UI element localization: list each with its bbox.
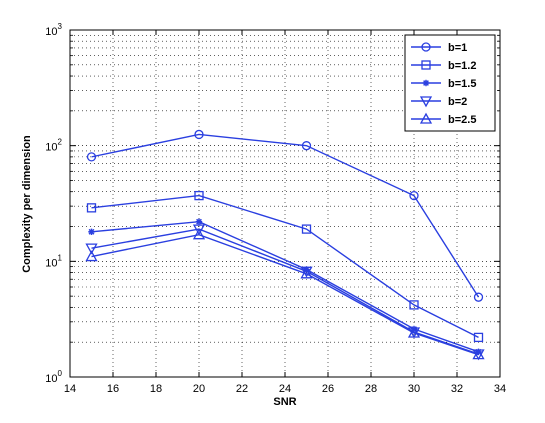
series-b=2.5 (85, 228, 485, 360)
legend: b=1 b=1.2 b=1.5 b=2 b=2.5 (404, 34, 496, 132)
legend-item: b=2.5 (411, 112, 476, 126)
star-stroke (423, 80, 429, 86)
data-point (472, 348, 485, 360)
legend-item: b=1 (411, 42, 467, 54)
x-tick-label: 22 (236, 383, 248, 395)
x-tick-label: 34 (494, 383, 506, 395)
data-point (473, 292, 484, 302)
circle-marker (421, 42, 431, 52)
circle-marker (409, 190, 419, 201)
legend-label: b=2 (448, 96, 467, 108)
legend-label: b=1.2 (448, 60, 476, 72)
x-tick-label: 24 (279, 383, 291, 395)
square-marker (421, 60, 431, 70)
circle-marker (194, 129, 204, 140)
legend-label: b=1.5 (448, 78, 476, 90)
data-point (301, 224, 312, 234)
y-tick-label: 100 (45, 369, 62, 385)
data-point (194, 129, 204, 140)
data-point (194, 190, 204, 201)
x-tick-label: 16 (107, 383, 119, 395)
square-marker (194, 190, 204, 201)
x-tick-label: 28 (365, 383, 377, 395)
star-stroke (88, 228, 95, 235)
series-line (91, 194, 479, 339)
triangle-up-marker (472, 348, 485, 360)
axes: 14 16 18 20 22 24 26 28 30 32 34 100 101 102 103 (45, 22, 506, 395)
data-point (407, 326, 421, 338)
x-tick-label: 32 (451, 383, 463, 395)
star-marker (88, 228, 95, 236)
legend-item: b=2 (411, 96, 467, 108)
square-marker (86, 203, 97, 213)
triangle-up-marker (407, 326, 421, 338)
circle-marker (301, 141, 312, 151)
data-point (86, 203, 97, 213)
data-point (85, 250, 98, 262)
legend-label: b=1 (448, 42, 467, 54)
x-tick-label: 20 (193, 383, 205, 395)
data-point (192, 224, 206, 236)
x-tick-label: 18 (150, 383, 162, 395)
series-b=1 (86, 129, 484, 302)
data-point (195, 218, 203, 225)
star-stroke (196, 218, 202, 225)
data-point (86, 152, 97, 162)
triangle-down-marker (192, 224, 206, 236)
data-point (409, 300, 419, 310)
data-point (300, 266, 313, 278)
square-marker (301, 224, 312, 234)
triangle-up-marker (192, 228, 206, 240)
data-point (409, 190, 419, 201)
y-tick-label: 102 (45, 138, 62, 154)
star-marker (422, 79, 430, 87)
square-marker (473, 332, 484, 343)
data-point (301, 141, 312, 151)
data-point (85, 243, 98, 255)
data-point (300, 267, 313, 279)
series-group (85, 129, 485, 361)
triangle-down-marker (419, 96, 433, 108)
triangle-down-marker (300, 266, 313, 278)
circle-marker (473, 292, 484, 302)
legend-item: b=1.5 (411, 78, 476, 90)
data-point (88, 228, 95, 236)
x-tick-label: 26 (322, 383, 334, 395)
circle-marker (86, 152, 97, 162)
series-line (91, 228, 479, 355)
triangle-up-marker (300, 267, 313, 279)
triangle-up-marker (85, 250, 98, 262)
series-b=1.2 (86, 190, 484, 343)
triangle-down-marker (85, 243, 98, 255)
y-axis-label: Complexity per dimension (21, 135, 33, 273)
y-tick-label: 103 (45, 22, 62, 38)
legend-label: b=2.5 (448, 114, 476, 126)
y-tick-label: 101 (45, 253, 62, 269)
series-line (91, 133, 480, 298)
legend-item: b=1.2 (411, 60, 476, 72)
x-tick-label: 30 (408, 383, 420, 395)
star-marker (195, 218, 203, 225)
data-point (192, 228, 206, 240)
x-tick-label: 14 (64, 383, 76, 395)
series-line (91, 233, 479, 356)
data-point (473, 332, 484, 343)
triangle-up-marker (419, 112, 433, 124)
x-axis-label: SNR (273, 396, 296, 408)
square-marker (409, 300, 419, 310)
